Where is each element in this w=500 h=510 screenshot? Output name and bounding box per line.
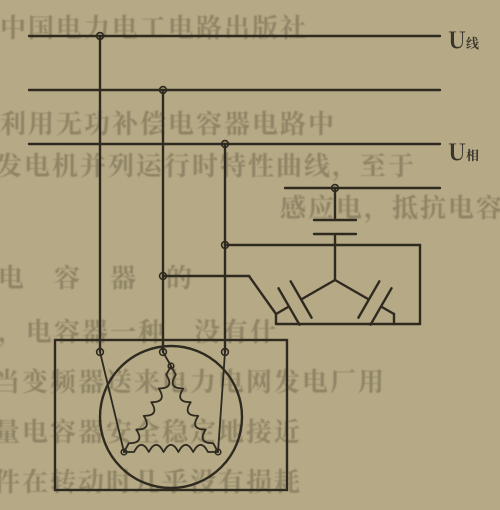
- circuit-diagram: [0, 0, 500, 510]
